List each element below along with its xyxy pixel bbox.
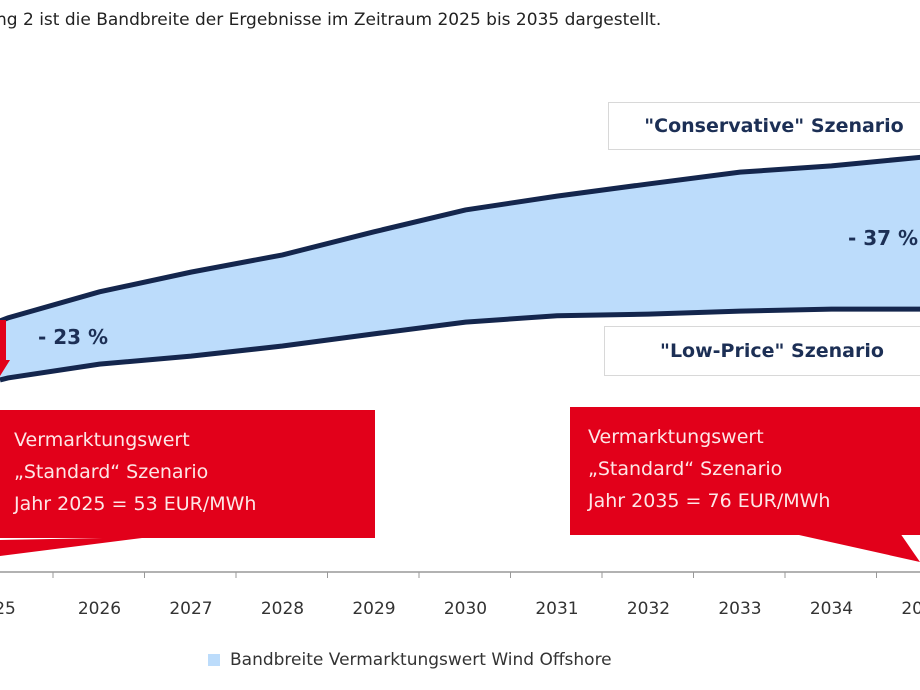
callout-2035: Vermarktungswert „Standard“ Szenario Jah… xyxy=(570,407,920,535)
x-tick-label: 2034 xyxy=(810,599,853,619)
x-tick-label: 2033 xyxy=(718,599,761,619)
conservative-line xyxy=(0,154,920,324)
x-tick-label: 2030 xyxy=(444,599,487,619)
x-tick-label: 2029 xyxy=(352,599,395,619)
callout-line: Jahr 2035 = 76 EUR/MWh xyxy=(588,490,831,512)
callout-line: Vermarktungswert xyxy=(14,429,190,451)
callout-line: „Standard“ Szenario xyxy=(588,458,783,480)
low-price-label: "Low-Price" Szenario xyxy=(604,326,920,376)
callout-line: Jahr 2025 = 53 EUR/MWh xyxy=(14,493,257,515)
down-arrow-2025 xyxy=(0,320,6,360)
x-tick-label: 2035 xyxy=(901,599,920,619)
pct-2025: - 23 % xyxy=(38,325,109,349)
down-arrow-head-2025 xyxy=(0,360,10,376)
callout-line: Vermarktungswert xyxy=(588,426,764,448)
callout-2025: Vermarktungswert „Standard“ Szenario Jah… xyxy=(0,410,375,538)
x-tick-label: 2032 xyxy=(627,599,670,619)
legend-label: Bandbreite Vermarktungswert Wind Offshor… xyxy=(230,650,612,670)
x-tick-label: 2026 xyxy=(78,599,121,619)
x-tick-label: 2031 xyxy=(535,599,578,619)
callout-pointer-2035 xyxy=(790,533,920,562)
x-tick-label: 25 xyxy=(0,599,16,619)
legend-swatch xyxy=(208,654,220,666)
callout-line: „Standard“ Szenario xyxy=(14,461,209,483)
intro-text: ng 2 ist die Bandbreite der Ergebnisse i… xyxy=(0,10,662,30)
legend: Bandbreite Vermarktungswert Wind Offshor… xyxy=(208,650,612,670)
conservative-label: "Conservative" Szenario xyxy=(608,102,920,150)
band-area xyxy=(0,157,920,380)
callout-pointer-2025 xyxy=(0,537,150,556)
x-tick-label: 2028 xyxy=(261,599,304,619)
low-price-line xyxy=(0,306,920,383)
x-tick-label: 2027 xyxy=(169,599,212,619)
pct-2035: - 37 % xyxy=(848,226,919,250)
